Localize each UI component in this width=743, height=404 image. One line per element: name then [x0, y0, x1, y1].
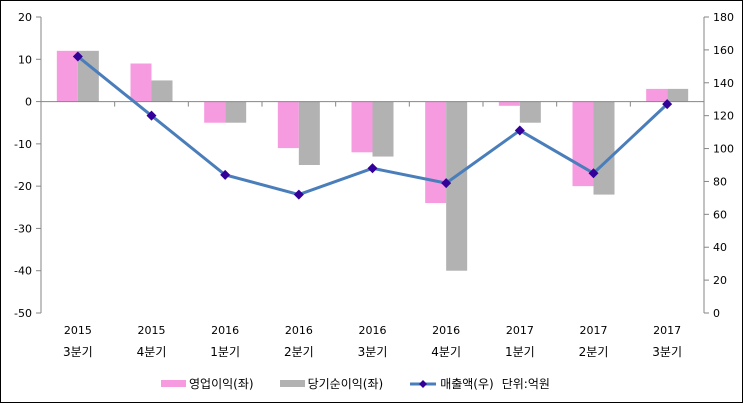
revenue-marker — [588, 168, 599, 179]
bar-net-income — [77, 50, 99, 102]
bar-operating-profit — [277, 101, 299, 149]
bar-operating-profit — [204, 101, 226, 123]
revenue-marker — [146, 110, 157, 121]
revenue-marker — [293, 189, 304, 200]
bar-net-income — [593, 101, 615, 195]
bar-net-income — [372, 101, 394, 157]
legend-item-net-income: 당기순이익(좌) — [279, 375, 384, 392]
unit-note: 단위:억원 — [501, 377, 550, 391]
bar-net-income — [298, 101, 320, 165]
category-quarter-label: 3분기 — [63, 345, 93, 359]
bar-net-income — [446, 101, 468, 271]
right-tick-label: 20 — [713, 274, 727, 287]
bar-net-income — [151, 80, 173, 102]
bar-operating-profit — [56, 50, 78, 102]
category-quarter-label: 1분기 — [210, 345, 240, 359]
category-quarter-label: 4분기 — [431, 345, 461, 359]
legend: 영업이익(좌) 당기순이익(좌) 매출액(우) 단위:억원 — [161, 375, 550, 392]
legend-label: 매출액(우) — [440, 377, 494, 391]
right-tick-label: 100 — [713, 143, 734, 156]
category-quarter-label: 3분기 — [358, 345, 388, 359]
category-year-label: 2016 — [432, 324, 460, 337]
revenue-marker — [220, 169, 231, 180]
category-year-label: 2017 — [653, 324, 681, 337]
left-tick-label: -30 — [14, 222, 32, 235]
revenue-marker — [72, 51, 83, 62]
right-tick-label: 0 — [713, 307, 720, 320]
legend-label: 당기순이익(좌) — [307, 377, 384, 391]
category-year-label: 2017 — [580, 324, 608, 337]
bar-net-income — [667, 88, 689, 102]
bar-operating-profit — [130, 63, 152, 102]
right-tick-label: 80 — [713, 175, 727, 188]
bar-operating-profit — [646, 88, 668, 102]
category-year-label: 2016 — [285, 324, 313, 337]
legend-item-operating-profit: 영업이익(좌) — [161, 375, 254, 392]
category-quarter-label: 4분기 — [137, 345, 167, 359]
left-tick-label: -40 — [14, 265, 32, 278]
legend-swatch-pink — [161, 380, 186, 387]
revenue-marker — [441, 178, 452, 189]
left-tick-label: 0 — [25, 96, 32, 109]
bar-net-income — [519, 101, 541, 123]
category-year-label: 2016 — [359, 324, 387, 337]
revenue-marker — [367, 163, 378, 174]
right-tick-label: 120 — [713, 110, 734, 123]
left-tick-label: -10 — [14, 138, 32, 151]
left-tick-label: -20 — [14, 180, 32, 193]
category-quarter-label: 2분기 — [284, 345, 314, 359]
left-tick-label: 20 — [18, 11, 32, 24]
revenue-marker — [514, 125, 525, 136]
legend-label: 영업이익(좌) — [189, 377, 254, 391]
right-tick-label: 40 — [713, 241, 727, 254]
left-tick-label: -50 — [14, 307, 32, 320]
legend-item-revenue: 매출액(우) — [409, 375, 494, 392]
bar-operating-profit — [425, 101, 447, 204]
bar-net-income — [225, 101, 247, 123]
category-quarter-label: 3분기 — [652, 345, 682, 359]
category-year-label: 2016 — [211, 324, 239, 337]
legend-line-marker-icon — [410, 379, 437, 388]
right-tick-label: 60 — [713, 208, 727, 221]
left-tick-label: 10 — [18, 53, 32, 66]
bar-operating-profit — [498, 101, 520, 106]
right-tick-label: 180 — [713, 11, 734, 24]
revenue-marker — [662, 99, 673, 110]
category-year-label: 2017 — [506, 324, 534, 337]
bar-operating-profit — [351, 101, 373, 153]
right-tick-label: 160 — [713, 44, 734, 57]
category-quarter-label: 2분기 — [579, 345, 609, 359]
category-year-label: 2015 — [64, 324, 92, 337]
category-year-label: 2015 — [138, 324, 166, 337]
legend-swatch-gray — [279, 380, 305, 387]
category-quarter-label: 1분기 — [505, 345, 535, 359]
right-tick-label: 140 — [713, 77, 734, 90]
